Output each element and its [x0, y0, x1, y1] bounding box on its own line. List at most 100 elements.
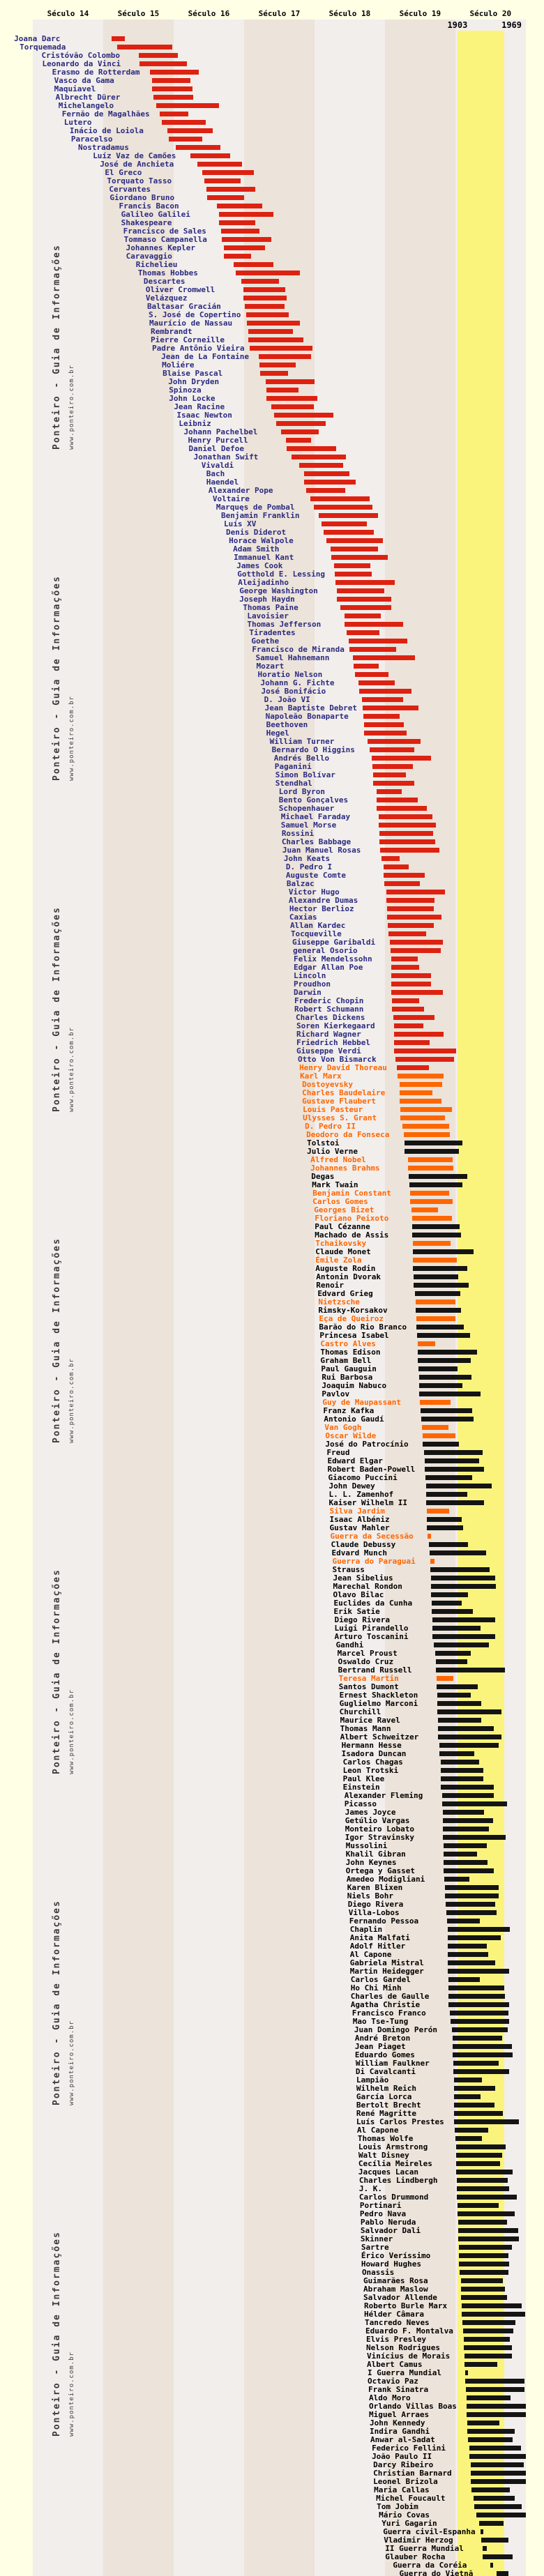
- lifespan-bar: [447, 1960, 496, 1965]
- lifespan-bar: [474, 2504, 522, 2509]
- lifespan-bar: [286, 446, 337, 451]
- person-name-label: Guimarăes Rosa: [363, 2276, 428, 2285]
- person-name-label: Richard Wagner: [296, 1030, 361, 1039]
- lifespan-bar: [223, 245, 266, 250]
- lifespan-bar: [398, 1074, 444, 1079]
- lifespan-bar: [387, 923, 434, 928]
- lifespan-bar: [349, 639, 408, 643]
- lifespan-bar: [156, 103, 219, 108]
- lifespan-bar: [206, 187, 256, 192]
- person-name-label: D. Pedro I: [285, 862, 333, 871]
- person-name-label: Maurice Ravel: [340, 1716, 400, 1725]
- person-name-label: Edgar Allan Poe: [293, 963, 363, 972]
- person-name-label: Thomas Edison: [320, 1348, 381, 1357]
- lifespan-bar: [471, 2479, 526, 2484]
- person-name-label: Maquiavel: [54, 84, 96, 93]
- person-name-label: Jean de La Fontaine: [161, 352, 249, 361]
- person-name-label: Howard Hughes: [361, 2259, 422, 2269]
- person-name-label: Caxias: [289, 913, 317, 922]
- person-name-label: Paul Cézanne: [315, 1222, 370, 1231]
- person-name-label: Albrecht Dürer: [55, 93, 121, 102]
- lifespan-bar: [476, 2513, 526, 2517]
- lifespan-bar: [441, 1801, 507, 1806]
- lifespan-bar: [443, 1852, 478, 1857]
- lifespan-bar: [437, 1726, 494, 1731]
- person-name-label: Johannes Kepler: [126, 243, 195, 252]
- person-name-label: Tchaikovsky: [315, 1239, 367, 1248]
- person-name-label: J. K.: [358, 2184, 383, 2193]
- person-name-label: Luís XV: [224, 519, 257, 528]
- lifespan-bar: [318, 513, 378, 518]
- person-name-label: Jean Piaget: [354, 2042, 406, 2051]
- lifespan-bar: [291, 455, 347, 459]
- lifespan-bar: [414, 1274, 458, 1279]
- lifespan-bar: [462, 2320, 515, 2325]
- person-name-label: José de Anchieta: [100, 160, 174, 169]
- band-start-year-label: 1903: [447, 20, 468, 30]
- watermark-url: www.ponteiro.com.br: [68, 1027, 75, 1112]
- person-name-label: Voltaire: [212, 494, 250, 503]
- lifespan-bar: [458, 2253, 508, 2258]
- lifespan-bar: [435, 1659, 468, 1664]
- person-name-label: Lutero: [63, 118, 92, 127]
- lifespan-bar: [413, 1258, 457, 1263]
- person-name-label: Guerra do Paraguai: [332, 1557, 416, 1566]
- person-name-label: Paul Klee: [342, 1774, 385, 1783]
- person-name-label: Adam Smith: [233, 544, 280, 554]
- lifespan-bar: [223, 254, 252, 259]
- person-name-label: Claude Debussy: [331, 1540, 396, 1549]
- person-name-label: Rui Barbosa: [322, 1373, 373, 1382]
- person-name-label: Victor Hugo: [288, 887, 340, 897]
- person-name-label: Maria Callas: [374, 2485, 430, 2494]
- lifespan-bar: [395, 1057, 454, 1062]
- person-name-label: Carlos Drummond: [358, 2193, 429, 2202]
- lifespan-bar: [405, 1149, 459, 1154]
- person-name-label: Leonardo da Vinci: [42, 59, 121, 68]
- lifespan-bar: [455, 2136, 483, 2141]
- person-name-label: Nietzsche: [318, 1297, 360, 1306]
- person-name-label: Martin Heidegger: [349, 1967, 424, 1976]
- lifespan-bar: [426, 1500, 485, 1505]
- person-name-label: Anita Malfati: [349, 1933, 410, 1942]
- person-name-label: Salvador Dali: [360, 2226, 421, 2235]
- lifespan-bar: [243, 287, 285, 292]
- watermark-title: Ponteiro - Guia de Informaçőes: [52, 575, 62, 781]
- lifespan-bar: [453, 2111, 503, 2116]
- lifespan-bar: [455, 2153, 502, 2158]
- person-name-label: Pablo Neruda: [360, 2218, 416, 2227]
- person-name-label: Guy de Maupassant: [322, 1398, 401, 1407]
- lifespan-bar: [449, 2011, 508, 2015]
- person-name-label: Julio Verne: [307, 1147, 358, 1156]
- lifespan-bar: [335, 572, 372, 577]
- person-name-label: Thomas Paine: [243, 603, 299, 612]
- person-name-label: Santos Dumont: [338, 1682, 399, 1691]
- person-name-label: Eça de Queiroz: [319, 1314, 384, 1323]
- person-name-label: Tom Jobim: [377, 2502, 418, 2511]
- lifespan-bar: [386, 890, 445, 894]
- person-name-label: Princesa Isabel: [319, 1331, 389, 1340]
- lifespan-bar: [303, 471, 350, 476]
- person-name-label: Luigi Pirandello: [334, 1624, 409, 1633]
- lifespan-bar: [376, 806, 428, 811]
- lifespan-bar: [471, 2471, 526, 2476]
- lifespan-bar: [168, 137, 203, 142]
- person-name-label: Dostoyevsky: [302, 1080, 353, 1089]
- century-stripe: [33, 20, 103, 2576]
- lifespan-bar: [452, 2036, 502, 2041]
- person-name-label: Getúlio Vargas: [345, 1816, 410, 1825]
- lifespan-bar: [453, 2119, 519, 2124]
- person-name-label: Joăo Paulo II: [372, 2452, 432, 2461]
- lifespan-bar: [313, 505, 372, 510]
- person-name-label: Floriano Peixoto: [315, 1214, 389, 1223]
- person-name-label: Spinoza: [169, 386, 202, 395]
- person-name-label: II Guerra Mundial: [385, 2544, 464, 2553]
- lifespan-bar: [410, 1199, 453, 1204]
- person-name-label: D. Pedro II: [305, 1122, 356, 1131]
- watermark-title: Ponteiro - Guia de Informaçőes: [52, 906, 62, 1112]
- person-name-label: Alexander Fleming: [344, 1791, 423, 1800]
- lifespan-bar: [408, 1166, 453, 1171]
- person-name-label: Shakespeare: [121, 218, 172, 227]
- person-name-label: Leonel Brizola: [373, 2477, 438, 2486]
- person-name-label: Gustav Mahler: [329, 1523, 390, 1532]
- person-name-label: Marechal Rondon: [333, 1582, 402, 1591]
